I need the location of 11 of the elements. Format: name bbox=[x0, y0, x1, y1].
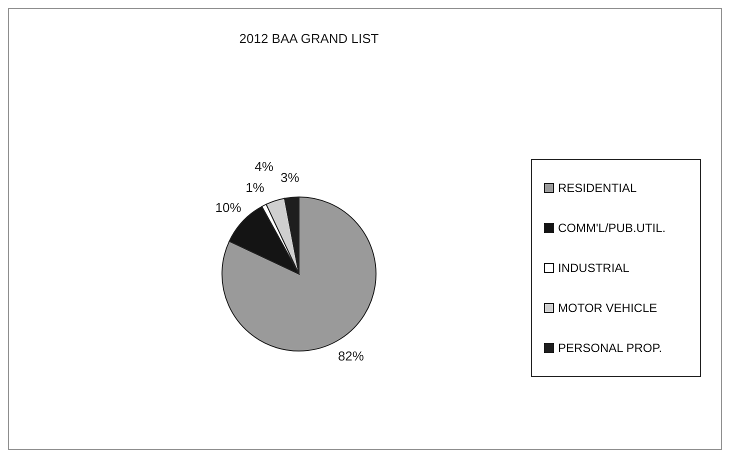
legend-label: COMM'L/PUB.UTIL. bbox=[558, 221, 666, 235]
data-label: 10% bbox=[215, 200, 242, 216]
data-label: 4% bbox=[254, 159, 274, 174]
data-label: 82% bbox=[338, 348, 364, 364]
legend-label: INDUSTRIAL bbox=[558, 261, 630, 275]
legend-label: MOTOR VEHICLE bbox=[558, 301, 658, 315]
chart-title: 2012 BAA GRAND LIST bbox=[238, 31, 380, 46]
data-label: 3% bbox=[280, 170, 300, 185]
legend-label: PERSONAL PROP. bbox=[558, 341, 662, 355]
legend-label: RESIDENTIAL bbox=[558, 181, 637, 195]
data-label: 1% bbox=[246, 180, 265, 196]
